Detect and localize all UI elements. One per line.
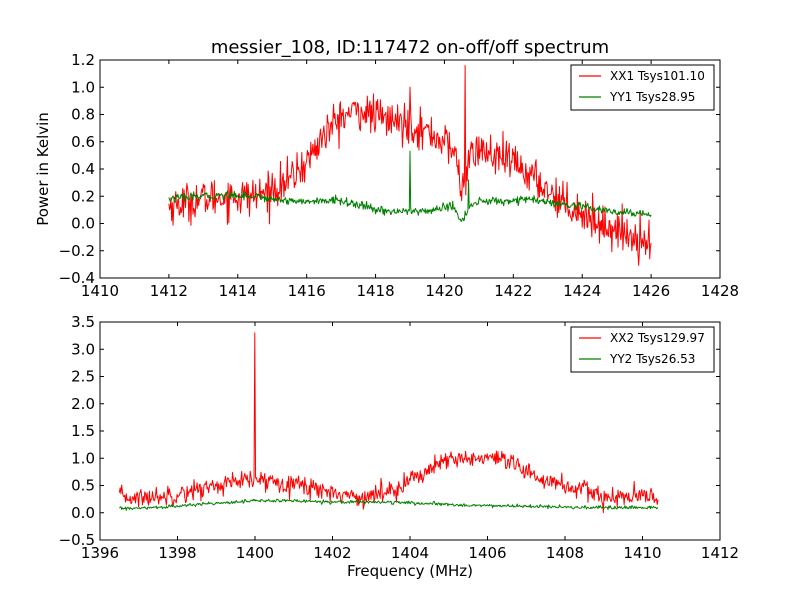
x-tick-label: 1414 [219,282,257,300]
series-line-yy1 [168,150,652,222]
y-tick-label: 0.0 [71,504,95,522]
bottom-panel-legend: XX2 Tsys129.97 YY2 Tsys26.53 [570,326,715,373]
x-tick-label: 1406 [468,544,506,562]
y-tick-label: 1.0 [71,78,95,96]
series-line-xx2 [118,332,659,514]
x-tick-label: 1396 [81,544,119,562]
x-tick-label: 1398 [158,544,196,562]
x-tick-label: 1402 [313,544,351,562]
y-tick-label: 1.5 [71,422,95,440]
legend-label-yy2: YY2 Tsys26.53 [609,352,695,366]
x-tick-label: 1418 [356,282,394,300]
panel-1-data-lines [118,332,659,514]
bottom-panel-x-axis-label: Frequency (MHz) [347,562,473,580]
y-tick-label: −0.4 [59,269,95,287]
legend-label-xx2: XX2 Tsys129.97 [610,331,705,345]
y-tick-label: 0.0 [71,215,95,233]
y-tick-label: 0.6 [71,133,95,151]
top-panel-legend: XX1 Tsys101.10 YY1 Tsys28.95 [570,64,715,111]
y-tick-label: 2.0 [71,395,95,413]
top-panel-y-axis-label: Power in Kelvin [34,112,52,226]
bottom-legend-frame [570,326,715,373]
series-line-yy2 [119,498,659,511]
x-tick-label: 1410 [81,282,119,300]
x-tick-label: 1424 [563,282,601,300]
bottom-spectrum-panel: Frequency (MHz) 1396 1398 1400 1402 1404 1406… [59,313,740,580]
x-tick-label: 1412 [701,544,739,562]
x-tick-label: 1428 [701,282,739,300]
legend-label-xx1: XX1 Tsys101.10 [610,69,705,83]
top-legend-frame [570,64,715,111]
y-tick-label: 0.4 [71,160,95,178]
y-tick-label: −0.5 [59,531,95,549]
x-tick-label: 1412 [150,282,188,300]
series-line-xx1 [168,64,652,266]
y-tick-label: 3.5 [71,313,95,331]
top-spectrum-panel: messier_108, ID:117472 on-off/off spectr… [34,37,739,300]
y-tick-label: 0.8 [71,106,95,124]
x-tick-label: 1404 [391,544,429,562]
x-tick-label: 1400 [236,544,274,562]
x-tick-label: 1408 [546,544,584,562]
y-tick-label: 1.0 [71,449,95,467]
x-tick-label: 1426 [632,282,670,300]
y-tick-label: 0.2 [71,187,95,205]
x-tick-label: 1422 [494,282,532,300]
x-tick-label: 1416 [288,282,326,300]
y-tick-label: 1.2 [71,51,95,69]
x-tick-label: 1410 [623,544,661,562]
y-tick-label: 0.5 [71,477,95,495]
top-panel-title: messier_108, ID:117472 on-off/off spectr… [211,37,609,58]
legend-label-yy1: YY1 Tsys28.95 [609,90,695,104]
y-tick-label: −0.2 [59,242,95,260]
x-tick-label: 1420 [425,282,463,300]
y-tick-label: 3.0 [71,340,95,358]
y-tick-label: 2.5 [71,368,95,386]
panel-0-data-lines [168,64,652,266]
